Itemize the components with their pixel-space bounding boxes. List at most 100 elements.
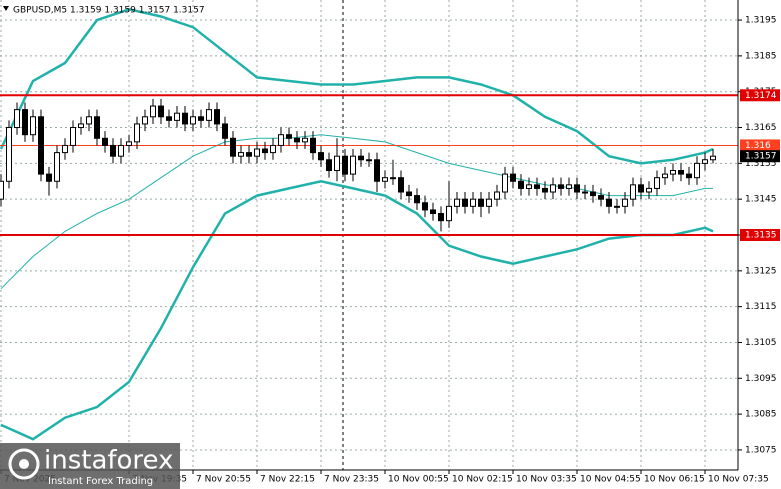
candle-body	[278, 134, 284, 146]
candle-body	[438, 213, 444, 222]
candle-body	[230, 137, 236, 157]
y-tick-label: 1.3125	[745, 266, 777, 276]
y-tick-label: 1.3165	[745, 123, 777, 133]
candle-body	[630, 184, 636, 200]
candle-body	[646, 187, 652, 193]
candle-body	[414, 195, 420, 204]
watermark-icon	[19, 459, 29, 469]
candle-body	[638, 184, 644, 193]
candle-body	[678, 170, 684, 175]
candle-body	[574, 184, 580, 193]
candle-body	[246, 152, 252, 157]
y-tick-label: 1.3115	[745, 302, 777, 312]
indicator-line	[0, 134, 713, 290]
candle-body	[566, 184, 572, 189]
candle-body	[222, 123, 228, 139]
candle-body	[582, 191, 588, 194]
candle-body	[614, 205, 620, 208]
candle-body	[606, 198, 612, 207]
candle-body	[526, 184, 532, 189]
candle-body	[110, 144, 116, 157]
candle-body	[190, 116, 196, 125]
last-price-bg	[740, 150, 780, 163]
candle-body	[406, 191, 412, 197]
candle-body	[302, 137, 308, 143]
candle-body	[670, 170, 676, 175]
candle-body	[294, 137, 300, 143]
candle-body	[118, 144, 124, 157]
candle-body	[534, 184, 540, 189]
y-tick-label: 1.3185	[745, 51, 777, 61]
x-tick-label: 10 Nov 02:15	[452, 475, 513, 485]
candle-body	[358, 155, 364, 161]
candle-body	[502, 173, 508, 193]
candle-body	[6, 127, 12, 182]
candle-body	[38, 116, 44, 175]
candle-body	[350, 155, 356, 175]
watermark: instaforex Instant Forex Trading	[0, 443, 180, 489]
candle-body	[478, 198, 484, 207]
candle-body	[78, 123, 84, 129]
candle-body	[174, 112, 180, 121]
candle-body	[94, 116, 100, 139]
candle-body	[270, 144, 276, 154]
y-tick-label: 1.3105	[745, 338, 777, 348]
candle-body	[150, 105, 156, 118]
candle-body	[710, 155, 716, 161]
level-label-bg	[740, 139, 780, 152]
candle-body	[134, 123, 140, 143]
candle-body	[494, 191, 500, 200]
candles	[0, 98, 716, 232]
candle-body	[326, 159, 332, 172]
candle-body	[430, 209, 436, 215]
indicator-lines	[0, 8, 738, 441]
last-price-label: 1.3157	[745, 152, 777, 162]
candle-body	[558, 184, 564, 189]
candle-body	[470, 198, 476, 207]
y-tick-label: 1.3075	[745, 445, 777, 455]
candle-body	[462, 198, 468, 207]
candle-body	[254, 148, 260, 157]
watermark-tagline: Instant Forex Trading	[48, 476, 153, 487]
candle-body	[374, 159, 380, 182]
candle-body	[334, 155, 340, 172]
candle-body	[446, 205, 452, 222]
candle-body	[622, 198, 628, 207]
level-label: 1.3174	[745, 91, 777, 101]
x-tick-label: 10 Nov 04:55	[580, 475, 641, 485]
candle-body	[686, 173, 692, 179]
candle-body	[422, 202, 428, 211]
x-tick-label: 7 Nov 23:35	[324, 475, 379, 485]
candle-body	[30, 116, 36, 136]
indicator-line	[0, 180, 714, 441]
candle-body	[702, 159, 708, 164]
level-label-bg	[740, 89, 780, 102]
candle-body	[510, 173, 516, 182]
candle-body	[206, 109, 212, 121]
candle-body	[182, 112, 188, 125]
candle-body	[0, 180, 4, 200]
candle-body	[238, 152, 244, 157]
candle-body	[454, 198, 460, 207]
candle-body	[102, 137, 108, 146]
candle-body	[366, 159, 372, 162]
candle-body	[590, 191, 596, 197]
title-icon	[3, 6, 9, 11]
level-label: 1.316	[745, 141, 771, 151]
watermark-brand: instaforex	[44, 446, 173, 476]
candle-body	[318, 152, 324, 161]
candle-body	[126, 141, 132, 146]
candle-body	[166, 116, 172, 121]
candle-body	[214, 109, 220, 125]
indicator-line	[0, 8, 714, 165]
y-tick-label: 1.3195	[745, 16, 777, 26]
watermark-icon	[8, 448, 40, 480]
y-tick-label: 1.3145	[745, 195, 777, 205]
candle-body	[62, 144, 68, 154]
x-tick-label: 7 Nov 20:55	[196, 475, 251, 485]
y-tick-label: 1.3085	[745, 410, 777, 420]
candle-body	[694, 162, 700, 179]
candle-body	[86, 116, 92, 125]
candle-body	[398, 177, 404, 193]
candle-body	[22, 109, 28, 136]
